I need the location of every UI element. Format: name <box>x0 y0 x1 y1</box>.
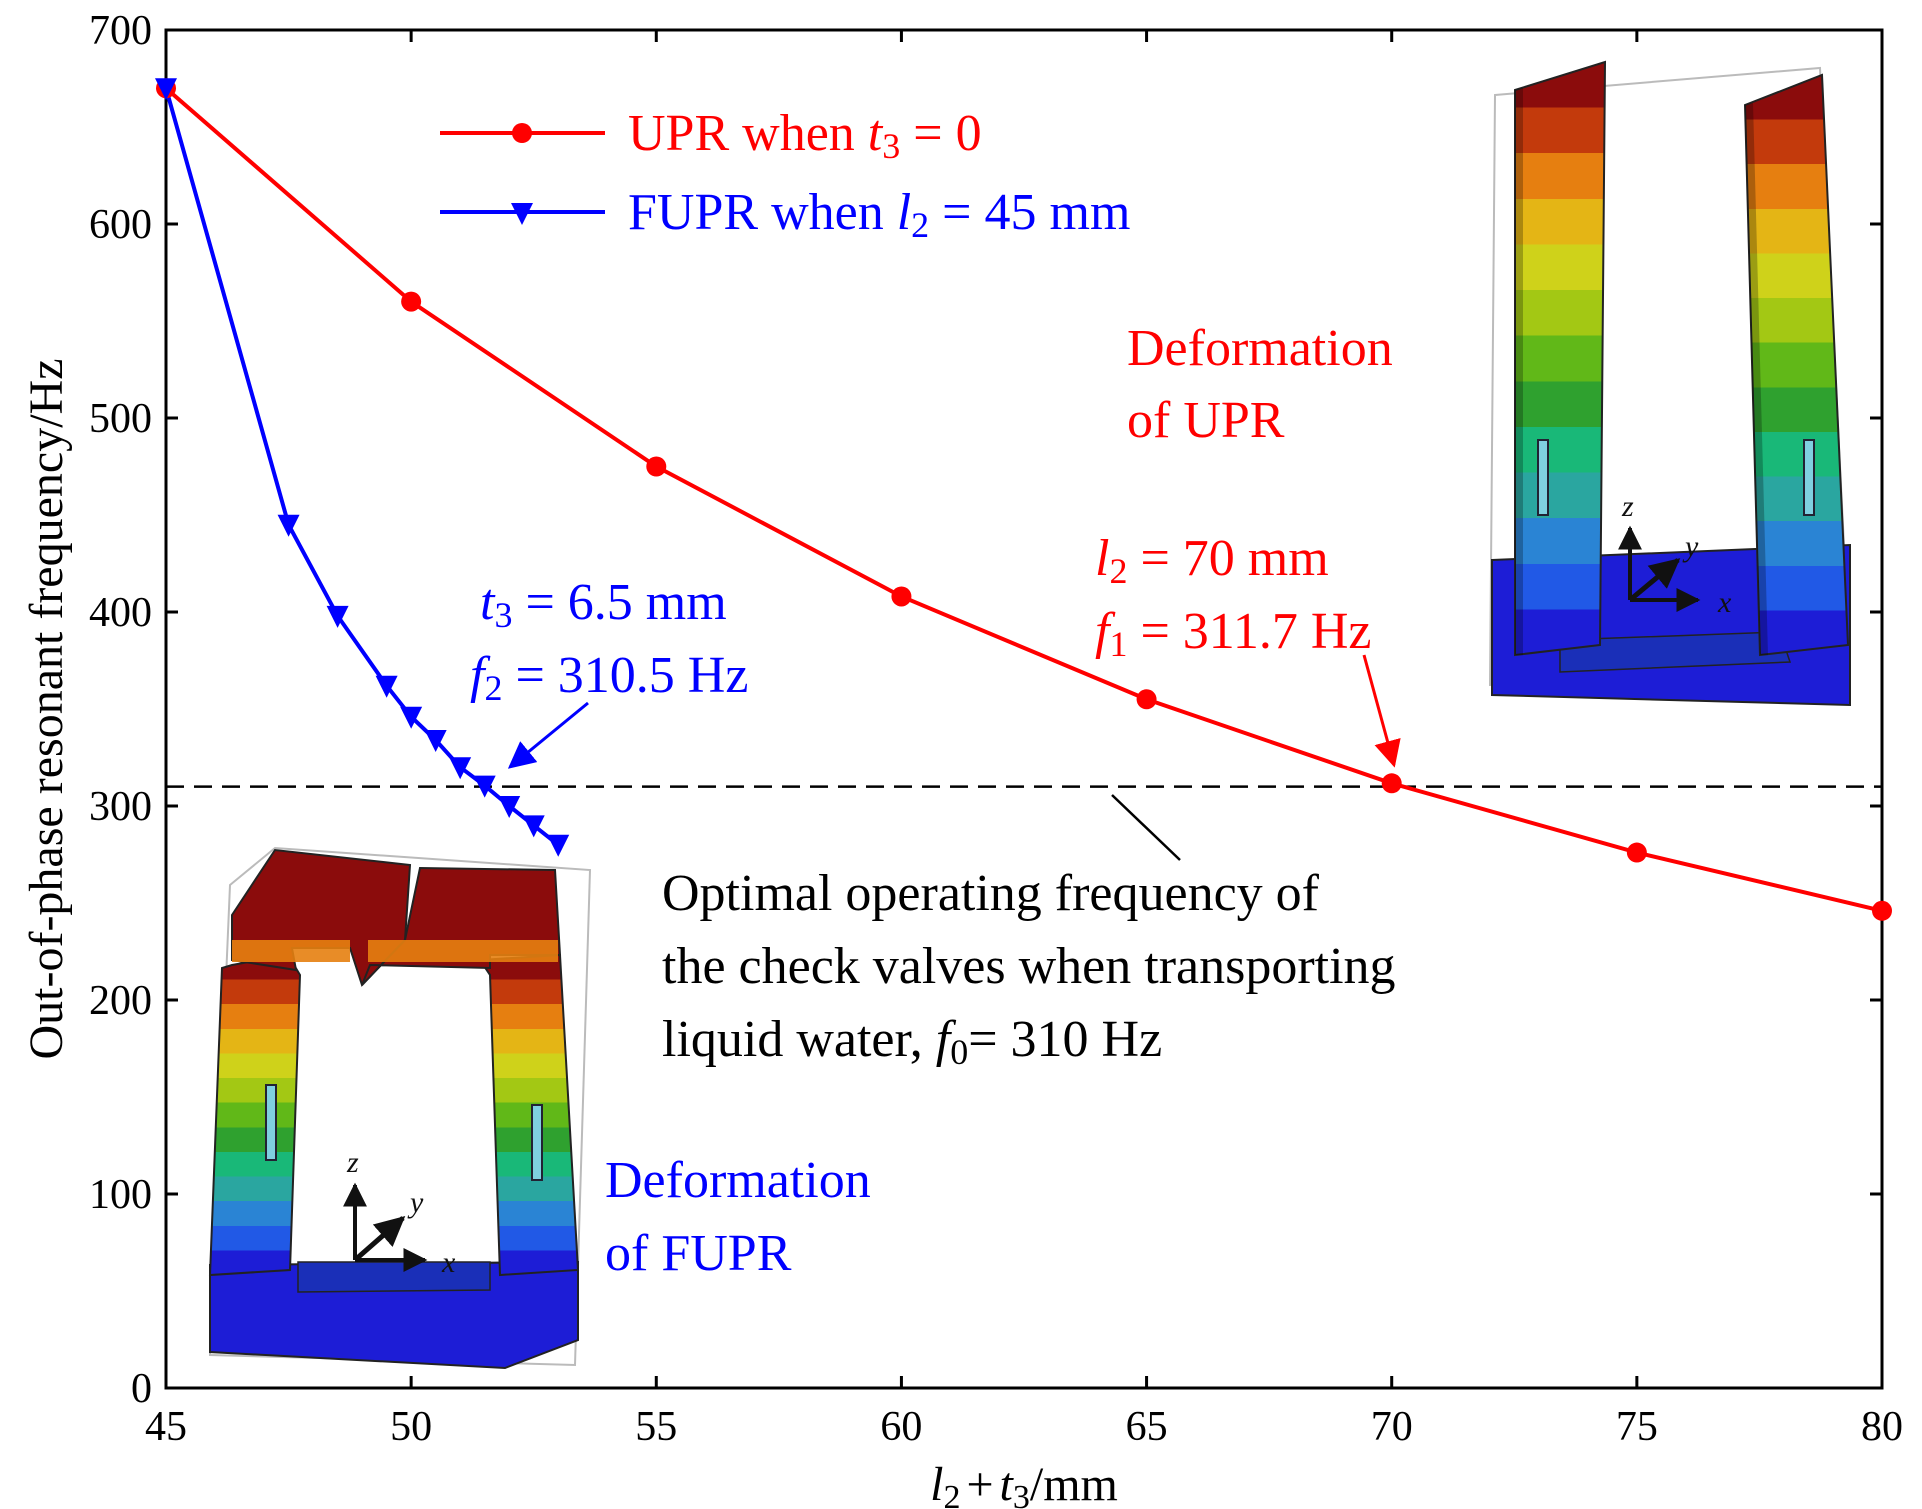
upr-deformation-line2: of UPR <box>1127 392 1285 449</box>
fupr-point-annotation: t3 = 6.5 mm f2 = 310.5 Hz <box>470 574 748 769</box>
x-tick-label: 45 <box>145 1404 187 1450</box>
upr-point <box>1872 900 1892 921</box>
fupr-point <box>155 78 177 101</box>
y-tick-label: 500 <box>89 396 152 442</box>
upr-inset-slot-left <box>1537 439 1549 516</box>
upr-point <box>1381 773 1402 794</box>
reference-label-line2: the check valves when transporting <box>662 938 1396 995</box>
x-tick-label: 70 <box>1371 1404 1413 1450</box>
upr-point <box>646 456 667 477</box>
y-tick-label: 700 <box>89 8 152 54</box>
y-tick-label: 600 <box>89 202 152 248</box>
x-tick-label: 80 <box>1861 1404 1903 1450</box>
upr-inset-base-top <box>1559 631 1792 673</box>
x-tick-label: 55 <box>635 1404 677 1450</box>
upr-inset-left-arm-side <box>1515 88 1523 655</box>
fupr-deformation-inset: z y x <box>208 846 592 1370</box>
reference-leader-line <box>1111 794 1181 861</box>
upr-inset-axis-y: y <box>1682 530 1699 563</box>
upr-point <box>891 586 912 607</box>
fupr-inset-body-right <box>478 953 580 1277</box>
x-ticks: 45 50 55 60 65 70 75 80 <box>145 30 1903 1450</box>
y-tick-label: 300 <box>89 784 152 830</box>
fupr-point <box>498 796 521 818</box>
fupr-point <box>277 514 300 537</box>
fupr-inset-axis-x: x <box>441 1246 456 1279</box>
y-ticks: 0 100 200 300 400 500 600 700 <box>89 8 1882 1412</box>
fupr-point-frequency: f2 = 310.5 Hz <box>470 647 748 708</box>
reference-label-line1: Optimal operating frequency of <box>662 865 1320 922</box>
legend-fupr-marker <box>511 203 533 225</box>
fupr-point <box>449 757 472 780</box>
fupr-point <box>326 605 349 628</box>
upr-deformation-inset: z y x <box>1488 60 1852 707</box>
y-tick-label: 0 <box>131 1366 152 1412</box>
y-tick-label: 100 <box>89 1172 152 1218</box>
upr-deformation-annotation: Deformation of UPR <box>1127 320 1393 449</box>
upr-point-annotation: l2 = 70 mm f1 = 311.7 Hz <box>1095 530 1401 768</box>
fupr-inset-axis-y: y <box>407 1186 424 1219</box>
x-axis-label: l2 + t3/mm <box>930 1458 1118 1509</box>
fupr-inset-inner-floor <box>297 1261 491 1293</box>
fupr-deformation-annotation: Deformation of FUPR <box>605 1152 871 1282</box>
y-tick-label: 400 <box>89 590 152 636</box>
fupr-point <box>424 730 447 753</box>
fupr-point-arrow <box>507 701 589 769</box>
fupr-deformation-line1: Deformation <box>605 1152 871 1209</box>
upr-inset-left-arm <box>1514 60 1607 657</box>
fupr-inset-orange-band-right <box>368 940 558 962</box>
y-tick-label: 200 <box>89 978 152 1024</box>
fupr-series-markers <box>155 78 570 857</box>
upr-inset-right-arm-side <box>1745 103 1768 655</box>
fupr-point <box>400 706 423 729</box>
fupr-point <box>375 675 398 698</box>
upr-inset-slot-right <box>1803 439 1815 516</box>
fupr-point <box>522 815 545 838</box>
legend-fupr-label: FUPR when l2 = 45 mm <box>628 184 1130 245</box>
upr-inset-axes-triad: z y x <box>1618 490 1732 619</box>
x-tick-label: 75 <box>1616 1404 1658 1450</box>
upr-series-line <box>164 86 1883 913</box>
fupr-inset-axes-triad: z y x <box>343 1146 456 1279</box>
upr-inset-axis-z: z <box>1621 490 1634 523</box>
reference-line-annotation: Optimal operating frequency of the check… <box>662 794 1396 1072</box>
plot-frame <box>164 28 1884 1390</box>
fupr-point <box>547 834 570 857</box>
upr-point-length: l2 = 70 mm <box>1095 530 1329 591</box>
legend-upr-marker <box>512 123 532 143</box>
upr-point-frequency: f1 = 311.7 Hz <box>1095 603 1371 664</box>
upr-point <box>401 291 422 312</box>
x-tick-label: 65 <box>1126 1404 1168 1450</box>
fupr-inset-slot-left <box>265 1084 277 1161</box>
plot-axes: 45 50 55 60 65 70 75 80 0 100 200 300 400 500 600 700 <box>89 8 1903 1450</box>
fupr-inset-body-left <box>208 953 302 1277</box>
fupr-point <box>473 775 496 798</box>
x-tick-label: 50 <box>390 1404 432 1450</box>
upr-deformation-line1: Deformation <box>1127 320 1393 377</box>
fupr-point-thickness: t3 = 6.5 mm <box>480 574 727 635</box>
y-axis-label: Out-of-phase resonant frequency/Hz <box>20 358 73 1059</box>
upr-point <box>1626 842 1647 863</box>
fupr-inset-orange-band-left <box>232 940 350 962</box>
fupr-inset-axis-z: z <box>346 1146 359 1179</box>
reference-label-line3: liquid water, f0= 310 Hz <box>662 1011 1162 1072</box>
x-tick-label: 60 <box>880 1404 922 1450</box>
upr-inset-axis-x: x <box>1717 586 1732 619</box>
legend: UPR when t3 = 0 FUPR when l2 = 45 mm <box>440 105 1130 245</box>
fupr-deformation-line2: of FUPR <box>605 1225 792 1282</box>
upr-inset-right-arm <box>1743 73 1850 657</box>
fupr-series-line <box>164 87 560 847</box>
upr-point-arrow <box>1362 654 1401 768</box>
legend-upr-label: UPR when t3 = 0 <box>628 105 982 166</box>
upr-point <box>1136 689 1157 710</box>
fupr-inset-slot-right <box>531 1104 543 1181</box>
